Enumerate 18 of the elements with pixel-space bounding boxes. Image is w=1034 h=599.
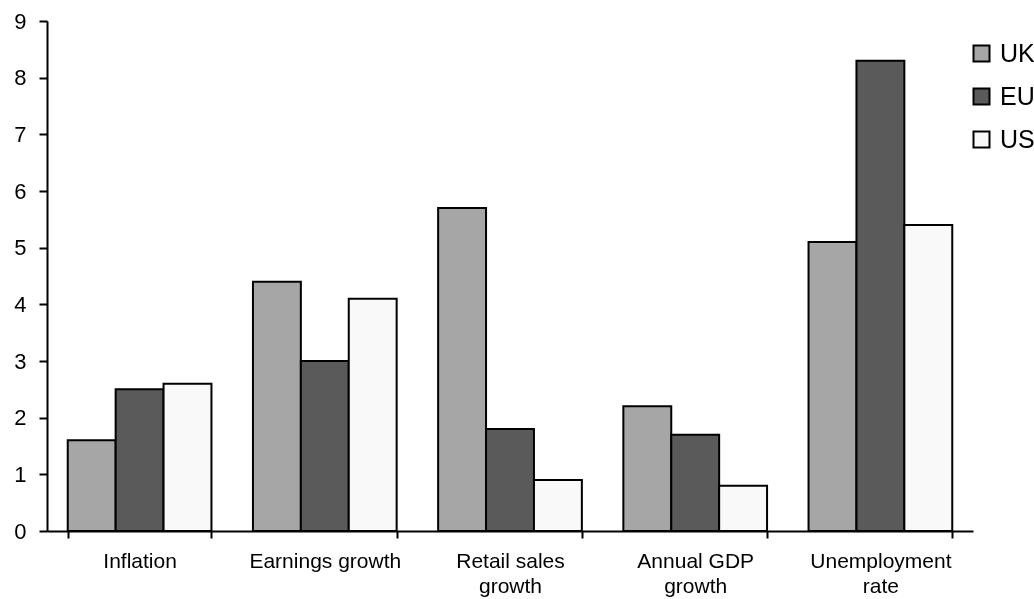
y-tick-label: 9: [14, 8, 27, 34]
y-tick-label: 6: [14, 178, 27, 204]
x-tick-label: Inflation: [103, 548, 177, 572]
x-tick-label: Retail sales growth: [456, 548, 565, 597]
x-tick-label: Annual GDP growth: [637, 548, 755, 597]
y-tick-label: 3: [14, 348, 27, 374]
legend-label: US: [1000, 124, 1034, 153]
legend-label: EU: [1000, 81, 1034, 110]
y-tick-label: 0: [14, 518, 27, 544]
y-tick-label: 5: [14, 235, 27, 261]
y-tick-label: 4: [14, 291, 27, 317]
x-tick-label: Earnings growth: [249, 548, 402, 572]
y-tick-label: 8: [14, 65, 27, 91]
y-tick-label: 1: [14, 461, 27, 487]
y-tick-label: 7: [14, 121, 27, 147]
y-tick-label: 2: [14, 405, 27, 431]
legend-label: UK: [1000, 38, 1034, 67]
x-tick-label: Unemployment rate: [810, 548, 952, 597]
